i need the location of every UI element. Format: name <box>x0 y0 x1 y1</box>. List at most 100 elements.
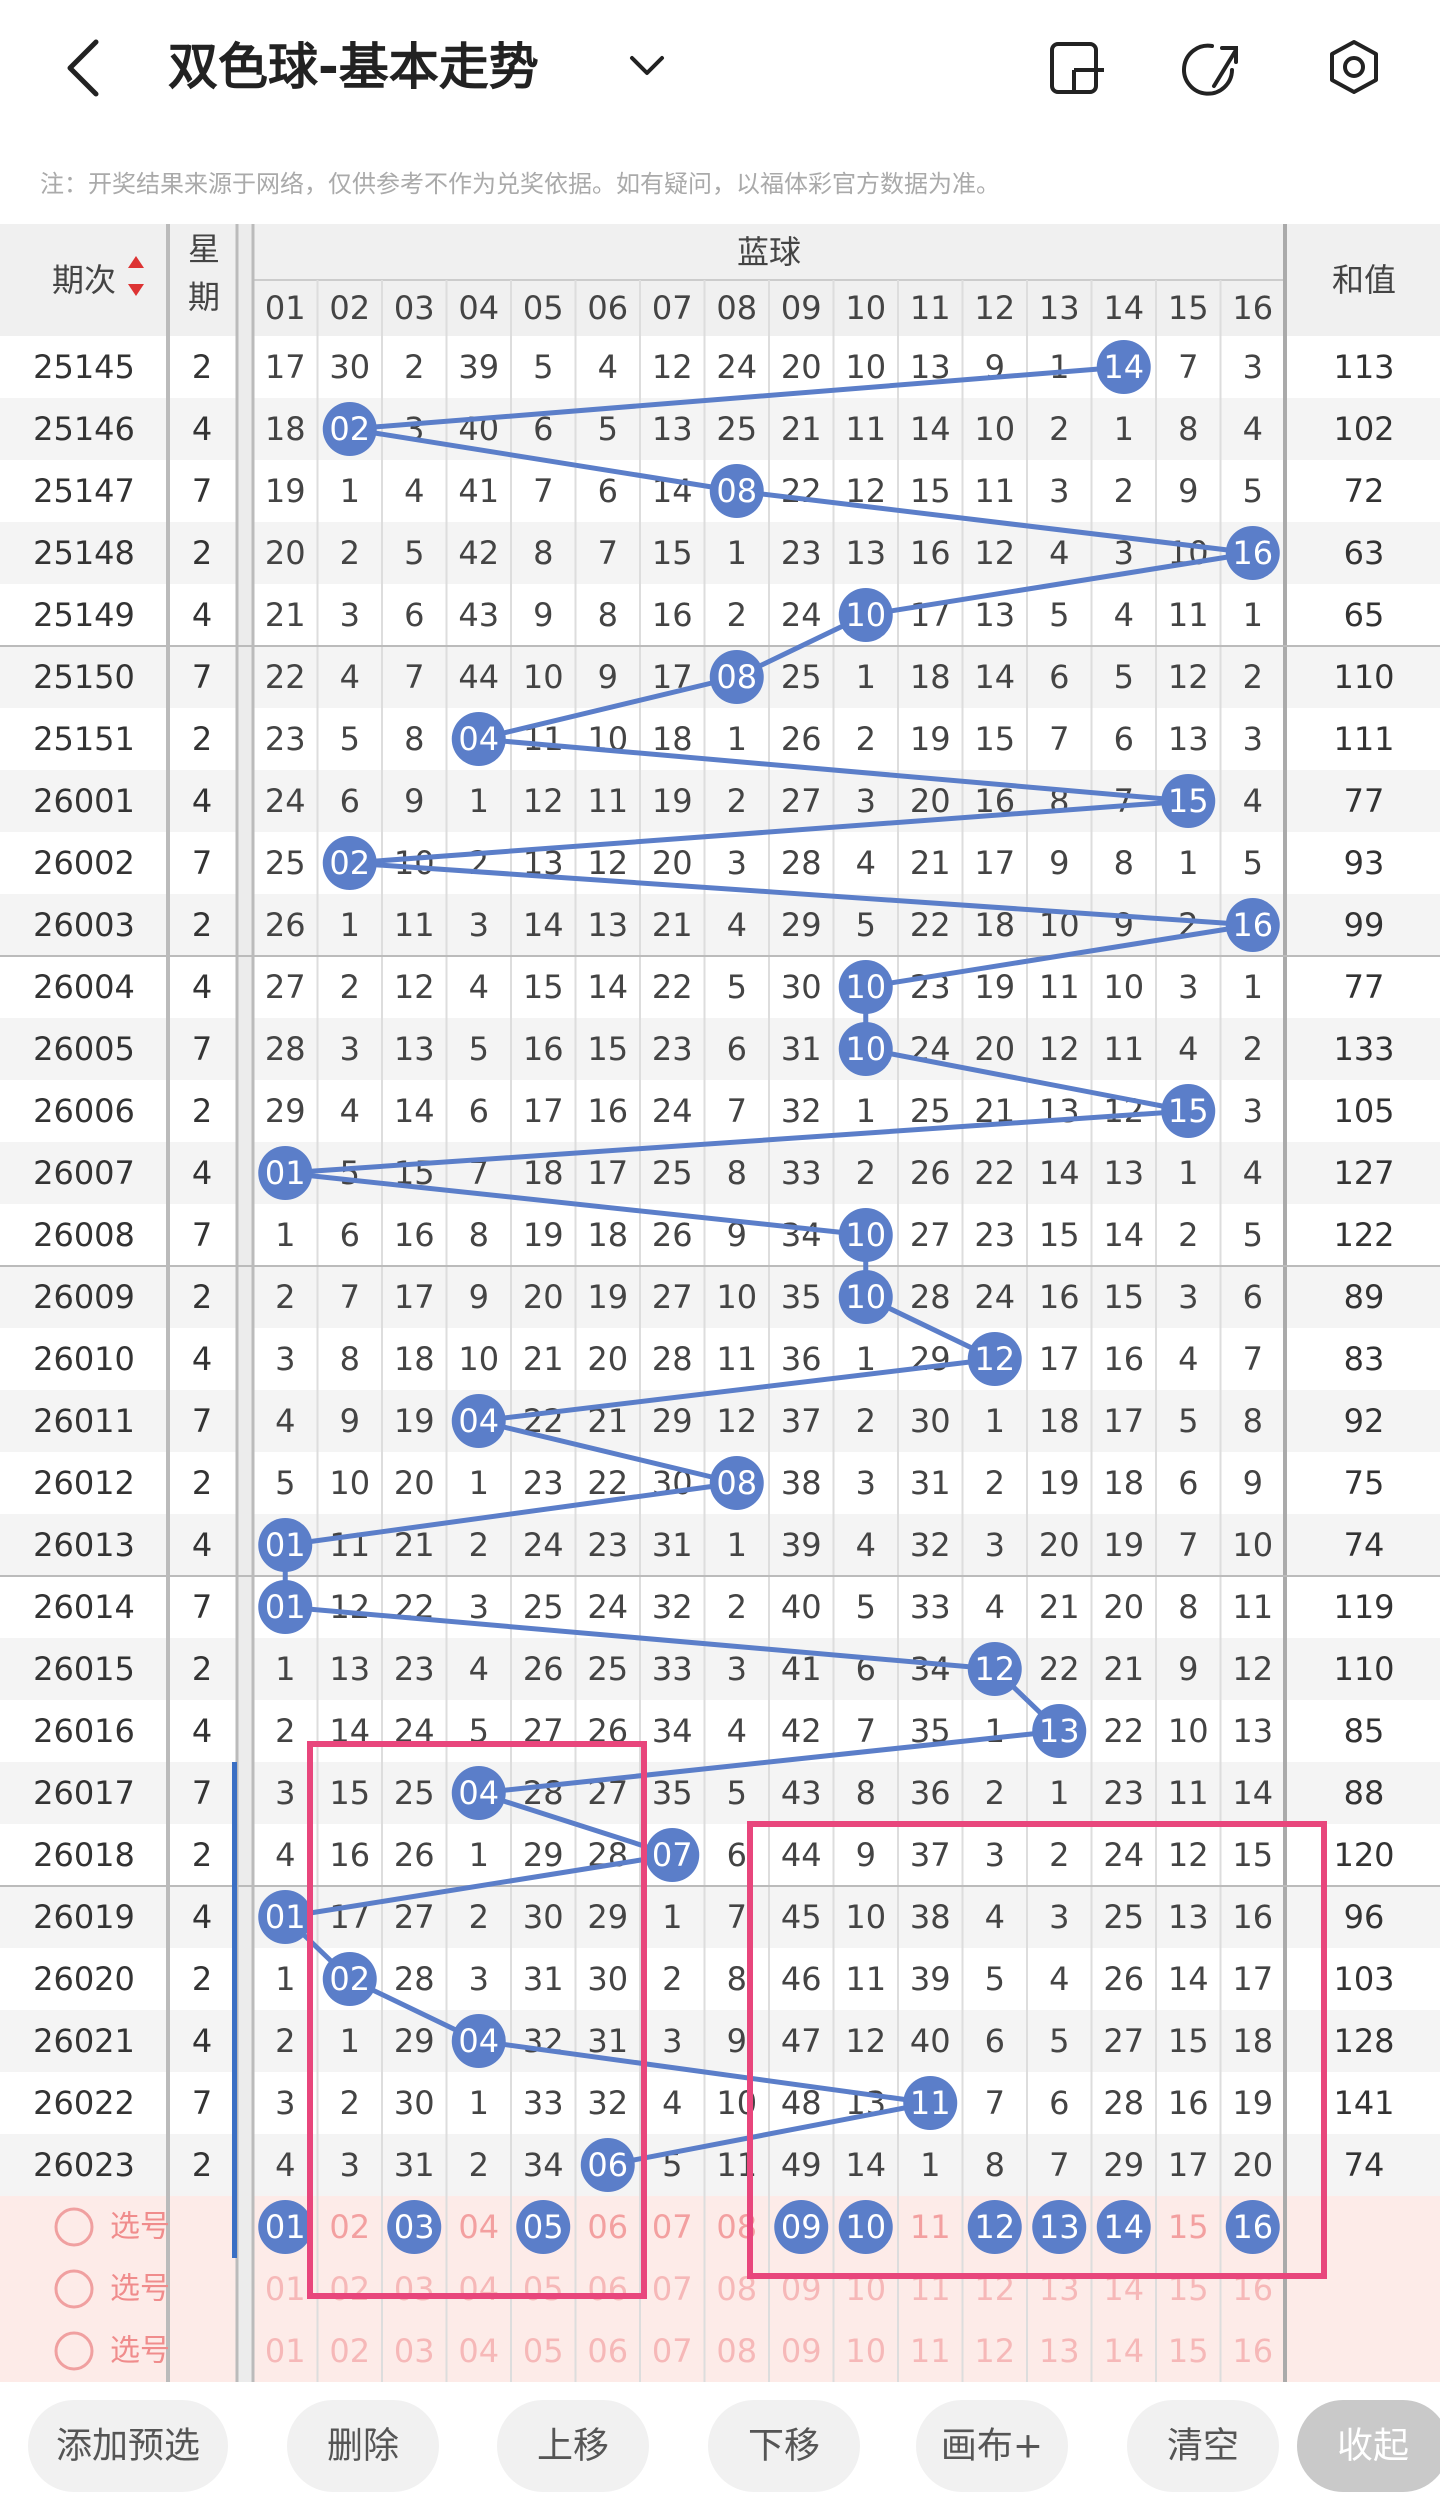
omission-count: 20 <box>394 1464 435 1502</box>
select-number[interactable]: 09 <box>781 2208 822 2246</box>
omission-count: 4 <box>1114 596 1134 634</box>
omission-count: 3 <box>1049 472 1069 510</box>
select-number[interactable]: 04 <box>458 2270 499 2308</box>
select-number[interactable]: 07 <box>652 2270 693 2308</box>
period: 26006 <box>33 1092 135 1130</box>
back-button[interactable] <box>67 39 99 97</box>
select-number[interactable]: 03 <box>394 2270 435 2308</box>
select-number[interactable]: 16 <box>1232 2208 1273 2246</box>
selected-ball[interactable] <box>516 2200 571 2254</box>
select-number[interactable]: 01 <box>265 2270 306 2308</box>
omission-count: 17 <box>523 1092 564 1130</box>
select-number[interactable]: 02 <box>329 2332 370 2370</box>
omission-count: 1 <box>340 472 360 510</box>
select-toggle[interactable] <box>54 2207 94 2247</box>
omission-count: 1 <box>469 2084 489 2122</box>
omission-count: 36 <box>910 1774 951 1812</box>
select-number[interactable]: 16 <box>1232 2332 1273 2370</box>
select-number[interactable]: 15 <box>1168 2332 1209 2370</box>
omission-count: 6 <box>1114 720 1134 758</box>
selected-ball[interactable] <box>1096 2200 1151 2254</box>
select-number[interactable]: 09 <box>781 2332 822 2370</box>
omission-count: 5 <box>404 534 424 572</box>
selected-ball[interactable] <box>387 2200 442 2254</box>
select-number[interactable]: 12 <box>974 2208 1015 2246</box>
select-number[interactable]: 01 <box>265 2208 306 2246</box>
omission-count: 5 <box>985 1960 1005 1998</box>
select-number[interactable]: 05 <box>523 2208 564 2246</box>
select-number[interactable]: 13 <box>1039 2332 1080 2370</box>
omission-count: 6 <box>340 1216 360 1254</box>
select-number[interactable]: 10 <box>845 2208 886 2246</box>
toolbar-button[interactable] <box>708 2400 860 2492</box>
period: 26011 <box>33 1402 135 1440</box>
omission-count: 3 <box>275 1340 295 1378</box>
omission-count: 28 <box>523 1774 564 1812</box>
selected-ball[interactable] <box>838 2200 893 2254</box>
select-number[interactable]: 02 <box>329 2208 370 2246</box>
select-number[interactable]: 13 <box>1039 2208 1080 2246</box>
weekday: 2 <box>192 2146 212 2184</box>
omission-count: 19 <box>910 720 951 758</box>
toolbar-button[interactable] <box>1297 2400 1440 2492</box>
select-number[interactable]: 07 <box>652 2332 693 2370</box>
toolbar-button[interactable] <box>28 2400 228 2492</box>
layout-icon[interactable] <box>1050 42 1104 94</box>
select-number[interactable]: 08 <box>716 2332 757 2370</box>
select-number[interactable]: 15 <box>1168 2208 1209 2246</box>
selected-ball[interactable] <box>1032 2200 1087 2254</box>
select-number[interactable]: 03 <box>394 2332 435 2370</box>
selected-ball[interactable] <box>1225 2200 1280 2254</box>
period: 26019 <box>33 1898 135 1936</box>
settings-icon[interactable] <box>1330 40 1378 94</box>
title-dropdown[interactable] <box>630 56 664 75</box>
select-number[interactable]: 02 <box>329 2270 370 2308</box>
selected-ball[interactable] <box>967 2200 1022 2254</box>
toolbar-button-label[interactable]: 收起 <box>1337 2426 1409 2467</box>
toolbar-button[interactable] <box>497 2400 649 2492</box>
omission-count: 2 <box>1049 1836 1069 1874</box>
toolbar-button[interactable] <box>287 2400 439 2492</box>
select-number[interactable]: 10 <box>845 2332 886 2370</box>
omission-count: 4 <box>727 1712 747 1750</box>
select-number[interactable]: 12 <box>974 2332 1015 2370</box>
select-number[interactable]: 06 <box>587 2332 628 2370</box>
select-number[interactable]: 07 <box>652 2208 693 2246</box>
toolbar-button-label[interactable]: 删除 <box>327 2426 399 2467</box>
select-number[interactable]: 04 <box>458 2332 499 2370</box>
toolbar-button-label[interactable]: 清空 <box>1167 2426 1239 2467</box>
select-number[interactable]: 11 <box>910 2332 951 2370</box>
toolbar-button-label[interactable]: 下移 <box>748 2426 820 2467</box>
omission-count: 13 <box>394 1030 435 1068</box>
select-number[interactable]: 04 <box>458 2208 499 2246</box>
select-number[interactable]: 06 <box>587 2208 628 2246</box>
sum-value: 105 <box>1333 1092 1394 1130</box>
select-number[interactable]: 03 <box>394 2208 435 2246</box>
select-number[interactable]: 01 <box>265 2332 306 2370</box>
page-title[interactable]: 双色球-基本走势 <box>168 38 539 96</box>
omission-count: 25 <box>1103 1898 1144 1936</box>
select-number[interactable]: 11 <box>910 2208 951 2246</box>
toolbar-button-label[interactable]: 添加预选 <box>56 2426 200 2467</box>
toolbar-button-label[interactable]: 上移 <box>537 2426 609 2467</box>
omission-count: 9 <box>598 658 618 696</box>
select-number[interactable]: 05 <box>523 2332 564 2370</box>
select-number[interactable]: 14 <box>1103 2332 1144 2370</box>
omission-count: 38 <box>781 1464 822 1502</box>
weekday: 4 <box>192 1712 212 1750</box>
omission-count: 21 <box>523 1340 564 1378</box>
share-icon[interactable] <box>1182 43 1238 96</box>
toolbar-button-label[interactable]: 画布+ <box>941 2426 1043 2467</box>
omission-count: 1 <box>727 1526 747 1564</box>
selected-ball[interactable] <box>258 2200 313 2254</box>
toolbar-button[interactable] <box>1127 2400 1279 2492</box>
select-number[interactable]: 05 <box>523 2270 564 2308</box>
select-number[interactable]: 06 <box>587 2270 628 2308</box>
select-toggle[interactable] <box>54 2331 94 2371</box>
selected-ball[interactable] <box>774 2200 829 2254</box>
omission-count: 12 <box>974 534 1015 572</box>
toolbar-button[interactable] <box>916 2400 1068 2492</box>
select-toggle[interactable] <box>54 2269 94 2309</box>
select-number[interactable]: 14 <box>1103 2208 1144 2246</box>
